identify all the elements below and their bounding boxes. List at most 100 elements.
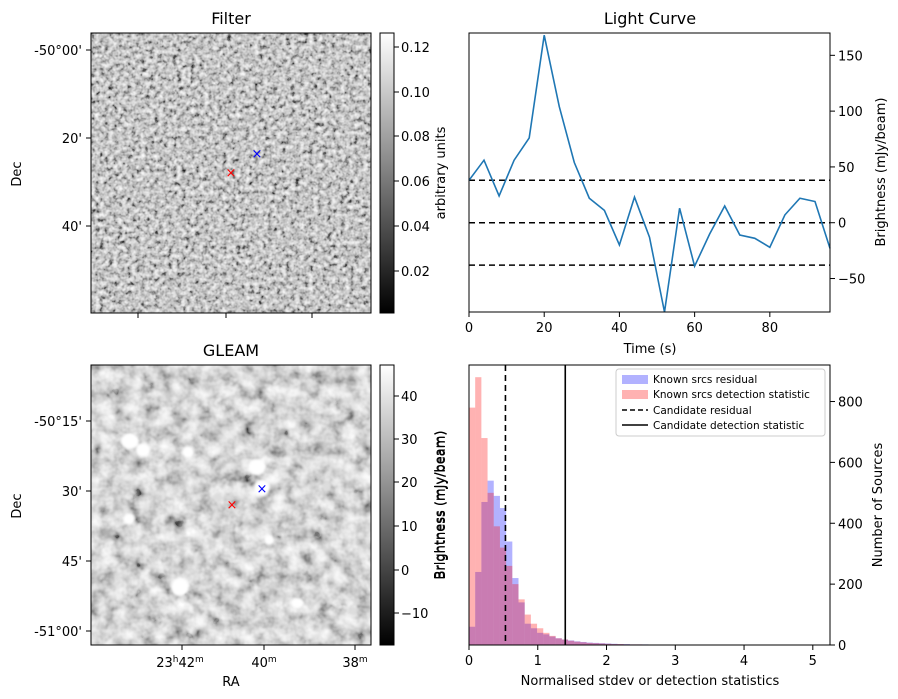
histogram-bar bbox=[605, 643, 612, 645]
gleam-cbar-tick-label: 40 bbox=[401, 390, 418, 405]
gleam-ytick-label-2: 30' bbox=[62, 485, 82, 500]
light-curve-line bbox=[468, 35, 831, 313]
histogram-bar bbox=[481, 438, 488, 645]
gleam-source bbox=[264, 535, 274, 545]
legend-label-detection: Known srcs detection statistic bbox=[653, 389, 810, 401]
filter-cbar-tick-label: 0.04 bbox=[401, 220, 430, 235]
x-tick-label: 5 bbox=[809, 654, 817, 669]
histogram-bar bbox=[537, 628, 544, 645]
histogram-bars bbox=[469, 377, 655, 645]
gleam-xtick-m: m bbox=[195, 655, 204, 665]
x-tick-label: 40 bbox=[611, 321, 628, 336]
histogram-bar bbox=[524, 623, 531, 645]
gleam-panel: GLEAM × × -50°15' 30' 45' -51°00' Dec bbox=[10, 341, 449, 690]
gleam-xtick-label-2: 40m bbox=[251, 655, 276, 671]
histogram-bar bbox=[598, 643, 606, 645]
filter-ytick-label-2: 20' bbox=[62, 132, 82, 147]
y-tick-label: 400 bbox=[838, 517, 863, 532]
histogram-ylabel: Number of Sources bbox=[871, 443, 886, 568]
histogram-bar bbox=[524, 614, 531, 645]
gleam-cbar-tick-label: 0 bbox=[401, 564, 409, 579]
x-tick-label: 0 bbox=[465, 321, 473, 336]
histogram-bar bbox=[592, 642, 599, 645]
histogram-bar bbox=[580, 642, 587, 645]
gleam-colorbar-ticks: 40 30 20 10 0 −10 bbox=[394, 390, 428, 622]
gleam-xtick-m: m bbox=[268, 655, 277, 665]
histogram-bar bbox=[512, 584, 519, 645]
y-tick-label: 100 bbox=[838, 105, 863, 120]
gleam-ylabel: Dec bbox=[10, 493, 25, 518]
y-tick-label: 200 bbox=[838, 578, 863, 593]
histogram-bar bbox=[518, 599, 525, 645]
gleam-ytick-label-1: -50°15' bbox=[34, 415, 82, 430]
filter-title: Filter bbox=[211, 9, 251, 28]
histogram-bar bbox=[543, 632, 550, 645]
gleam-source bbox=[323, 482, 331, 490]
histogram-bar bbox=[611, 643, 618, 645]
y-tick-label: 0 bbox=[838, 217, 846, 232]
histogram-bar bbox=[555, 638, 562, 645]
histogram-bar bbox=[469, 626, 476, 645]
gleam-title: GLEAM bbox=[203, 341, 259, 360]
filter-colorbar-ticks: 0.12 0.10 0.08 0.06 0.04 0.02 bbox=[394, 41, 430, 280]
histogram-bar bbox=[605, 643, 612, 645]
histogram-bar bbox=[475, 377, 482, 645]
legend-swatch-residual bbox=[622, 375, 648, 384]
histogram-bar bbox=[487, 492, 494, 645]
x-tick-label: 0 bbox=[465, 654, 473, 669]
gleam-source bbox=[291, 598, 303, 608]
histogram-bar bbox=[469, 407, 476, 645]
filter-ytick-label-1: -50°00' bbox=[34, 44, 82, 59]
gleam-marker-red: × bbox=[227, 498, 238, 513]
histogram-xlabel: Normalised stdev or detection statistics bbox=[521, 674, 780, 689]
legend-box bbox=[615, 368, 826, 437]
y-tick-label: 800 bbox=[838, 396, 863, 411]
x-tick-label: 3 bbox=[671, 654, 679, 669]
gleam-xtick-label-1: 23h42m bbox=[156, 655, 204, 671]
histogram-bar bbox=[506, 565, 513, 645]
light-curve-xlabel: Time (s) bbox=[623, 342, 677, 357]
histogram-bar bbox=[549, 635, 556, 645]
light-curve-x-ticks: 0 20 40 60 80 bbox=[465, 312, 778, 336]
gleam-cbar-tick-label: −10 bbox=[401, 607, 428, 622]
histogram-bar bbox=[543, 634, 550, 645]
filter-cbar-tick-label: 0.06 bbox=[401, 175, 430, 190]
light-curve-axes-frame bbox=[468, 32, 831, 313]
histogram-candidate-lines bbox=[504, 365, 567, 645]
histogram-bar bbox=[586, 642, 593, 645]
histogram-bar bbox=[568, 640, 575, 645]
filter-cbar-tick-label: 0.02 bbox=[401, 265, 430, 280]
histogram-x-ticks: 0 1 2 3 4 5 bbox=[465, 645, 817, 669]
gleam-source bbox=[214, 493, 222, 501]
gleam-xtick-h: h bbox=[173, 655, 179, 665]
histogram-bar bbox=[512, 578, 519, 645]
light-curve-title: Light Curve bbox=[604, 9, 696, 28]
histogram-bar bbox=[518, 602, 525, 645]
histogram-bar bbox=[493, 495, 500, 645]
histogram-bar bbox=[574, 641, 581, 645]
gleam-cbar-tick-label: 10 bbox=[401, 520, 418, 535]
gleam-source bbox=[254, 480, 270, 496]
y-tick-label: 50 bbox=[838, 161, 855, 176]
histogram-bar bbox=[481, 501, 488, 645]
histogram-axes-frame bbox=[468, 364, 831, 646]
filter-image bbox=[91, 33, 371, 313]
histogram-bar bbox=[580, 641, 587, 645]
legend-label-candidate-detection: Candidate detection statistic bbox=[653, 420, 805, 432]
light-curve-series bbox=[468, 35, 831, 313]
histogram-legend: Known srcs residual Known srcs detection… bbox=[615, 368, 826, 437]
x-tick-label: 1 bbox=[534, 654, 542, 669]
gleam-source bbox=[349, 607, 357, 615]
light-curve-threshold-lines bbox=[469, 179, 830, 266]
gleam-xtick-hours: 23 bbox=[156, 656, 173, 671]
histogram-bar bbox=[499, 547, 507, 645]
histogram-bar bbox=[475, 571, 482, 645]
light-curve-y-ticks: −50 0 50 100 150 bbox=[830, 49, 865, 288]
gleam-xtick-m: m bbox=[359, 655, 368, 665]
gleam-ytick-label-3: 45' bbox=[62, 555, 82, 570]
gleam-colorbar-label: Brightness (mJy/beam) bbox=[434, 431, 449, 580]
gleam-ytick-label-4: -51°00' bbox=[34, 625, 82, 640]
filter-colorbar bbox=[379, 32, 395, 314]
filter-cbar-tick-label: 0.10 bbox=[401, 86, 430, 101]
